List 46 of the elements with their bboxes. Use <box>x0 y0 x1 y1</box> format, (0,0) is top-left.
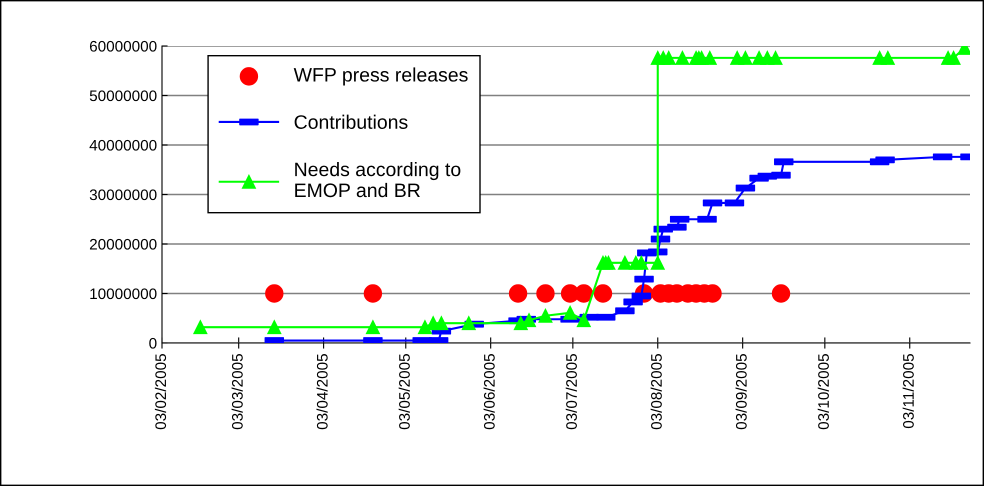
point <box>418 320 432 334</box>
y-tick-label: 50000000 <box>90 90 157 102</box>
point <box>434 316 448 330</box>
x-tick-label: 03/07/2005 <box>566 354 577 430</box>
x-tick-label: 03/10/2005 <box>818 354 829 430</box>
point <box>772 284 790 303</box>
legend-label: Needs according to EMOP and BR <box>295 162 460 198</box>
point <box>768 50 782 65</box>
y-tick-label: 60000000 <box>90 40 157 52</box>
point <box>738 50 752 65</box>
point <box>193 320 208 334</box>
point <box>634 256 648 270</box>
point <box>880 50 895 65</box>
x-tick-label: 03/02/2005 <box>154 354 166 430</box>
y-tick-label: 0 <box>149 338 157 349</box>
y-tick-label: 40000000 <box>90 140 157 151</box>
point <box>267 320 282 334</box>
point <box>576 313 591 328</box>
x-tick-label: 03/08/2005 <box>650 354 662 430</box>
point <box>675 50 690 65</box>
point <box>536 284 555 303</box>
point <box>563 306 578 320</box>
point <box>602 256 616 270</box>
point <box>366 320 380 334</box>
x-tick-label: 03/05/2005 <box>398 354 410 430</box>
point <box>702 50 717 65</box>
x-tick-label: 03/11/2005 <box>902 354 914 428</box>
point <box>618 256 632 270</box>
y-tick-label: 20000000 <box>90 238 157 250</box>
point <box>650 256 665 270</box>
y-tick-label: 30000000 <box>90 189 157 200</box>
legend-label: WFP press releases <box>294 67 468 86</box>
point <box>538 308 552 323</box>
x-tick-label: 03/04/2005 <box>316 354 328 430</box>
point <box>462 316 476 330</box>
point <box>594 284 612 303</box>
point <box>364 284 382 303</box>
point <box>265 284 284 303</box>
y-tick-label: 10000000 <box>90 288 157 300</box>
x-tick-label: 03/09/2005 <box>736 354 747 430</box>
point <box>508 284 528 303</box>
legend-label: Contributions <box>294 114 408 129</box>
x-tick-label: 03/06/2005 <box>484 354 495 430</box>
point <box>946 50 961 65</box>
point <box>662 50 676 65</box>
x-tick-label: 03/03/2005 <box>232 354 243 430</box>
